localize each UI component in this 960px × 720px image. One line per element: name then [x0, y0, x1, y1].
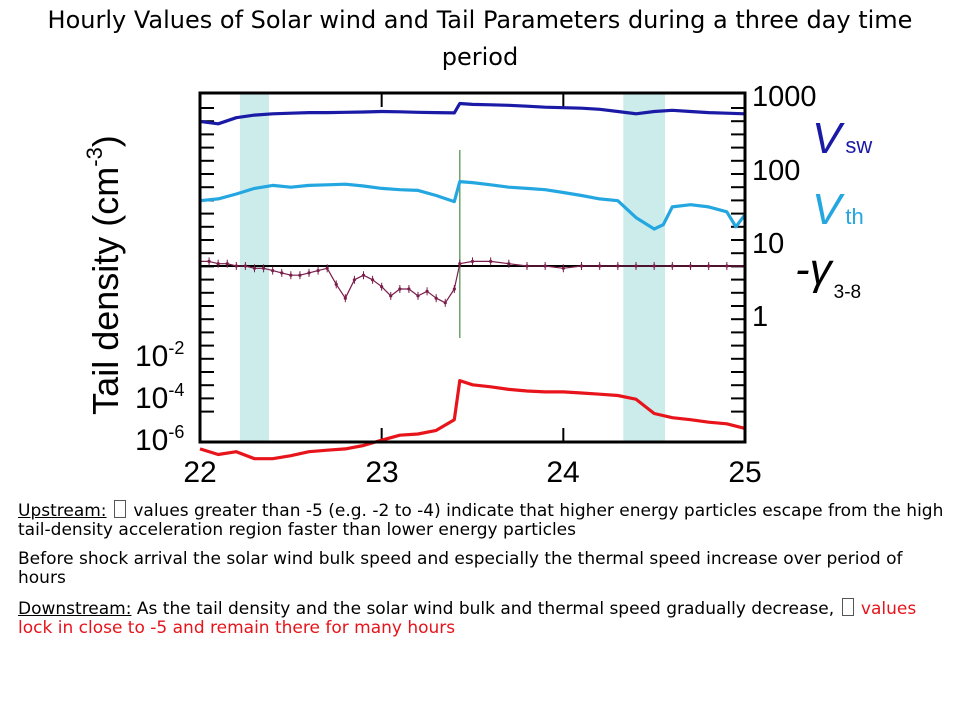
data-point: [434, 296, 438, 300]
left-tick-label: 10-2: [135, 338, 184, 373]
data-point: [271, 269, 275, 273]
series-lines: [198, 101, 747, 461]
data-point: [561, 266, 565, 270]
data-point: [407, 287, 411, 291]
data-point: [452, 287, 456, 291]
plot-frame: [198, 91, 747, 444]
data-point: [425, 289, 429, 293]
data-point: [616, 264, 620, 268]
data-point: [670, 264, 674, 268]
data-point: [380, 285, 384, 289]
upstream-label: Upstream:: [18, 501, 107, 521]
x-tick-label: 23: [365, 456, 398, 489]
explanation-text: Upstream: values greater than -5 (e.g. -…: [18, 500, 948, 648]
data-point: [316, 269, 320, 273]
right-tick-label: 100: [752, 155, 800, 187]
data-point: [289, 273, 293, 277]
svg-text:Vsw: Vsw: [812, 114, 872, 163]
data-point: [243, 264, 248, 268]
series-line: [200, 260, 745, 304]
x-tick-label: 24: [546, 456, 579, 489]
data-point: [225, 262, 229, 266]
data-point: [579, 264, 584, 268]
svg-text:-γ3-8: -γ 3-8: [795, 245, 861, 303]
data-point: [343, 296, 347, 300]
data-point: [334, 282, 338, 286]
data-point: [234, 264, 238, 268]
data-point: [507, 262, 511, 266]
data-point: [280, 271, 284, 275]
series-line: [199, 180, 747, 231]
svg-text:10-6: 10-6: [135, 422, 184, 457]
svg-text:10-4: 10-4: [135, 380, 184, 415]
data-point: [298, 273, 302, 277]
data-point: [352, 278, 357, 282]
downstream-highlight: values lock in close to -5 and remain th…: [18, 599, 917, 638]
right-tick-label: 1000: [752, 81, 817, 113]
legend-gamma-label: -γ 3-8: [795, 245, 861, 303]
shaded-intervals: [239, 93, 666, 442]
data-point: [389, 294, 393, 298]
svg-text:Vth: Vth: [812, 185, 864, 234]
data-point: [216, 262, 220, 266]
right-tick-label: 10: [752, 228, 784, 260]
data-point: [398, 287, 402, 291]
right-tick-label: 1: [752, 301, 768, 333]
upstream-note: Upstream: values greater than -5 (e.g. -…: [18, 500, 948, 540]
data-point: [707, 264, 711, 268]
x-tick-label: 22: [183, 456, 216, 489]
data-point: [470, 259, 475, 263]
data-point: [261, 266, 266, 270]
series-line: [199, 101, 746, 126]
left-tick-label: 10-4: [135, 380, 184, 415]
downstream-text: As the tail density and the solar wind b…: [131, 599, 840, 619]
data-point: [543, 264, 547, 268]
missing-glyph-icon: [113, 500, 126, 518]
shaded-interval: [623, 93, 666, 442]
data-point: [416, 294, 420, 298]
data-point: [361, 273, 366, 277]
data-point: [525, 264, 529, 268]
data-point: [307, 271, 311, 275]
missing-glyph-icon: [841, 598, 854, 616]
data-point: [634, 264, 638, 268]
data-point: [598, 264, 602, 268]
y-axis-label: Tail density (cm-3): [82, 135, 126, 415]
data-point: [252, 266, 257, 270]
data-point: [207, 259, 211, 263]
data-point: [489, 259, 493, 263]
data-point: [688, 264, 693, 268]
data-point: [652, 264, 656, 268]
data-point: [443, 301, 447, 305]
downstream-label: Downstream:: [18, 599, 132, 619]
chart: 22 23 24 25 10-2 10-4 10-6 1000 100 10 1…: [82, 81, 872, 489]
series-line: [199, 379, 746, 461]
svg-text:10-2: 10-2: [135, 338, 184, 373]
x-tick-label: 25: [728, 456, 761, 489]
data-point: [325, 266, 329, 270]
upstream-text: values greater than -5 (e.g. -2 to -4) i…: [18, 501, 944, 540]
shock-note: Before shock arrival the solar wind bulk…: [18, 549, 903, 588]
slide-title: Hourly Values of Solar wind and Tail Par…: [47, 6, 913, 71]
data-point: [458, 262, 462, 266]
left-tick-label: 10-6: [135, 422, 184, 457]
data-point: [370, 278, 375, 282]
downstream-note: Downstream: As the tail density and the …: [18, 598, 948, 638]
data-point: [725, 264, 729, 268]
